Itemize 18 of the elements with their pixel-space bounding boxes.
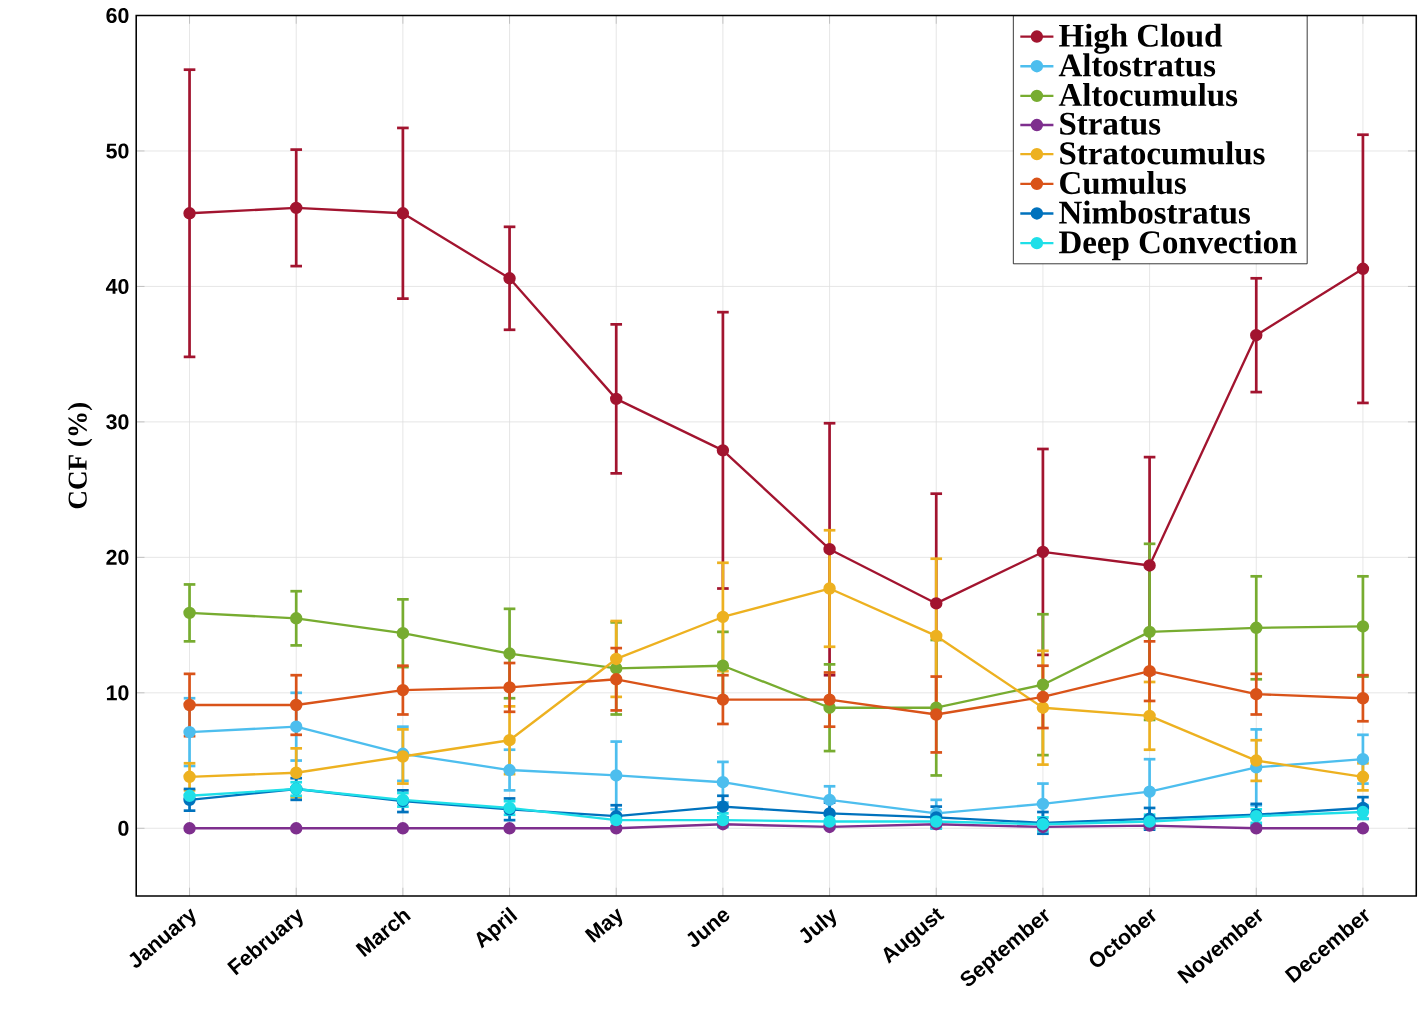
y-tick-label: 0 [118,820,129,836]
x-tick-label: May [584,908,623,943]
legend-label: Stratus [1060,112,1161,135]
y-tick-label: 40 [105,278,129,294]
y-tick-label: 60 [106,7,129,23]
y-axis-title: CCF (%) [67,403,93,509]
legend-label: Cumulus [1060,170,1186,195]
y-tick-label: 10 [106,685,129,701]
legend-label: High Cloud [1059,23,1223,54]
legend-label: Altocumulus [1058,82,1238,107]
legend-label: Stratocumulus [1060,141,1265,165]
legend-label: Altostratus [1058,53,1216,77]
x-tick-label: July [799,908,837,944]
legend-label: Nimbostratus [1059,200,1250,224]
legend-label: Deep Convection [1059,230,1297,261]
y-tick-label: 30 [106,414,129,430]
y-tick-label: 50 [106,143,129,159]
y-tick-label: 20 [106,549,129,565]
